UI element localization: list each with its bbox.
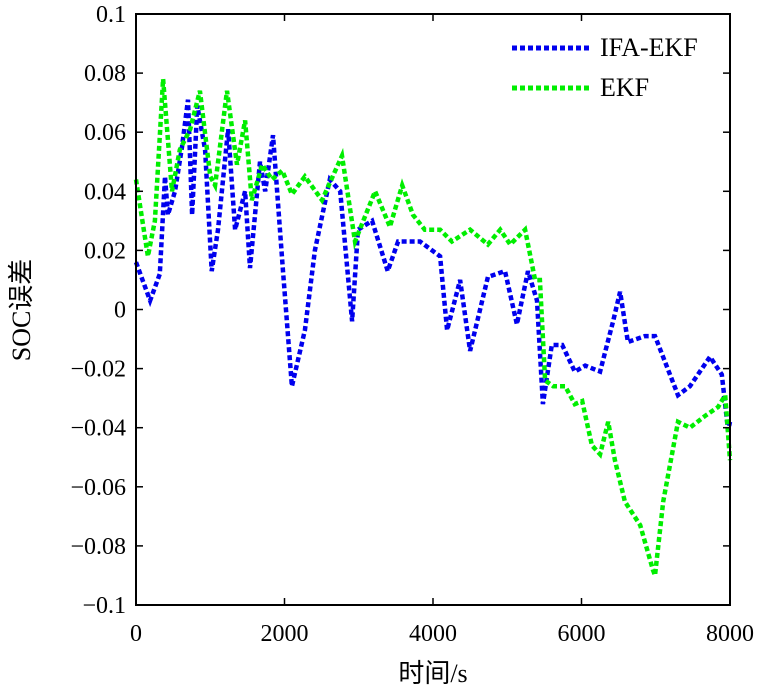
y-tick-label: −0.08	[70, 534, 126, 560]
x-axis-label: 时间/s	[398, 659, 467, 688]
y-tick-label: 0.1	[96, 2, 126, 28]
series-line-ifa-ekf	[133, 99, 733, 432]
plot-frame	[135, 13, 731, 606]
y-tick-label: 0.04	[84, 179, 126, 205]
y-tick-label: −0.02	[70, 357, 126, 383]
series-line-ekf	[133, 78, 733, 577]
x-tick-label: 8000	[706, 621, 754, 647]
legend-label-ifa-ekf: IFA-EKF	[600, 33, 698, 62]
y-tick-label: −0.1	[82, 593, 126, 619]
x-tick-label: 4000	[409, 621, 457, 647]
y-tick-label: 0.08	[84, 61, 126, 87]
y-tick-label: −0.04	[70, 416, 126, 442]
ticks-layer: 0 2000 4000 6000 80000.10.080.060.040.020−0.…	[70, 2, 754, 647]
y-tick-label: 0.02	[84, 238, 126, 264]
y-axis-label: SOC误差	[7, 259, 36, 362]
series-layer	[133, 78, 733, 577]
x-tick-label: 0	[130, 621, 142, 647]
y-tick-label: 0	[114, 298, 126, 324]
y-tick-label: 0.06	[84, 120, 126, 146]
legend: IFA-EKF EKF	[512, 33, 698, 102]
y-tick-label: −0.06	[70, 475, 126, 501]
x-tick-label: 6000	[558, 621, 606, 647]
legend-label-ekf: EKF	[600, 73, 649, 102]
x-tick-label: 2000	[261, 621, 309, 647]
